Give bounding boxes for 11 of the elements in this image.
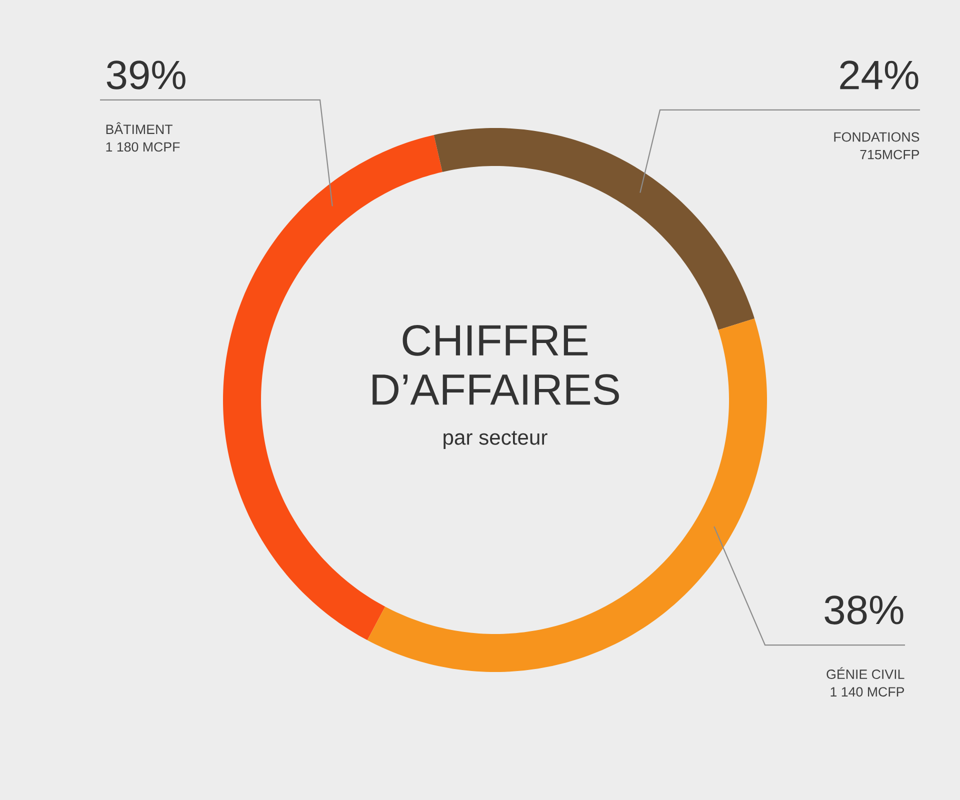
slice-label: BÂTIMENT: [106, 122, 172, 134]
text: par secteur: [444, 431, 548, 449]
text: 1 180 MCPF: [106, 142, 180, 152]
data-label: 39%: [106, 60, 186, 90]
text: 715MCFP: [860, 150, 920, 160]
data-label: 38%: [824, 596, 904, 624]
text: 1 140 MCFP: [830, 687, 904, 697]
text: CHIFFRE D’AFFAIRES: [372, 324, 619, 406]
slice-label: FONDATIONS: [834, 132, 920, 142]
slice-label: GÉNIE CIVIL: [826, 667, 904, 680]
data-label: 24%: [840, 60, 918, 90]
